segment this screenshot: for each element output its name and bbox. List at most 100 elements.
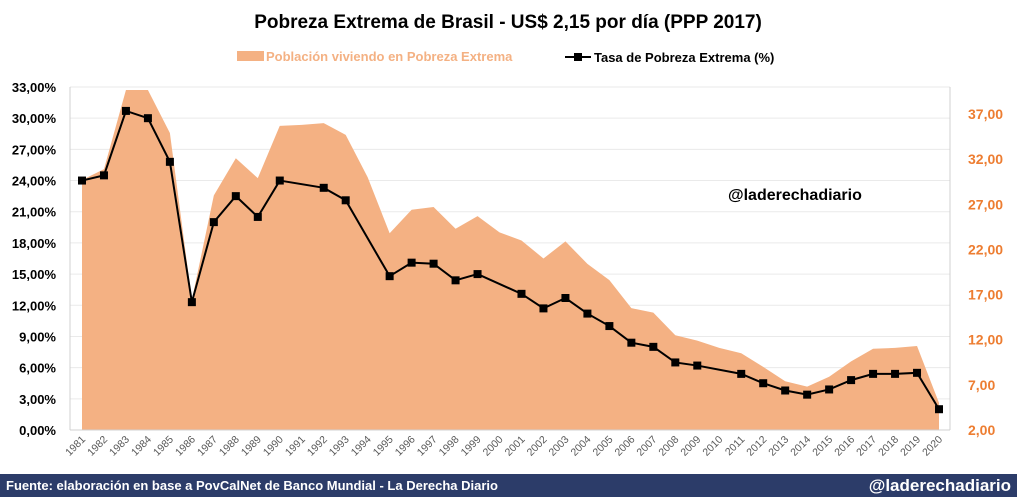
x-tick-label: 2013 [766, 434, 791, 459]
y-right-tick-label: 2,00 [968, 422, 995, 438]
line-marker [275, 176, 284, 185]
line-marker [319, 183, 328, 192]
legend-area-label: Población viviendo en Pobreza Extrema [266, 49, 513, 64]
line-marker [605, 322, 614, 331]
x-tick-label: 1984 [129, 434, 154, 459]
footer-handle: @laderechadiario [868, 476, 1011, 495]
line-marker [847, 376, 856, 385]
x-tick-label: 2019 [898, 434, 923, 459]
chart-title: Pobreza Extrema de Brasil - US$ 2,15 por… [254, 12, 762, 33]
x-tick-label: 1985 [151, 434, 176, 459]
x-tick-label: 1993 [327, 434, 352, 459]
y-left-tick-label: 6,00% [19, 361, 56, 376]
line-marker [473, 270, 482, 279]
line-marker [385, 272, 394, 281]
y-left-tick-label: 12,00% [12, 298, 57, 313]
x-tick-label: 2001 [503, 434, 528, 459]
x-tick-label: 2011 [723, 434, 748, 459]
line-marker [209, 218, 218, 227]
line-marker [627, 338, 636, 347]
line-marker [143, 114, 152, 123]
x-tick-label: 2005 [591, 434, 616, 459]
y-left-tick-label: 30,00% [12, 111, 57, 126]
x-tick-label: 2007 [634, 434, 659, 459]
x-tick-label: 2010 [700, 434, 725, 459]
line-marker [561, 293, 570, 302]
line-marker [803, 390, 812, 399]
line-marker [737, 369, 746, 378]
y-right-tick-label: 32,00 [968, 151, 1003, 167]
x-tick-label: 2020 [920, 434, 945, 459]
line-marker [913, 368, 922, 377]
x-tick-label: 1987 [195, 434, 220, 459]
x-tick-label: 1994 [349, 434, 374, 459]
legend-line-label: Tasa de Pobreza Extrema (%) [594, 50, 774, 65]
line-marker [121, 106, 130, 115]
x-tick-label: 1995 [371, 434, 396, 459]
x-tick-label: 2006 [612, 434, 637, 459]
x-tick-label: 2016 [832, 434, 857, 459]
x-tick-label: 1982 [85, 434, 110, 459]
y-right-tick-label: 37,00 [968, 106, 1003, 122]
x-tick-label: 1986 [173, 434, 198, 459]
y-left-tick-label: 0,00% [19, 423, 56, 438]
y-right-tick-label: 7,00 [968, 377, 995, 393]
y-right-tick-label: 17,00 [968, 287, 1003, 303]
x-tick-label: 1996 [393, 434, 418, 459]
chart: Pobreza Extrema de Brasil - US$ 2,15 por… [12, 12, 1003, 459]
line-marker [759, 379, 768, 388]
line-marker [165, 157, 174, 166]
footer-bar: Fuente: elaboración en base a PovCalNet … [0, 474, 1017, 497]
line-marker [451, 276, 460, 285]
line-marker [781, 386, 790, 395]
x-tick-label: 2004 [569, 434, 594, 459]
y-left-tick-label: 18,00% [12, 236, 57, 251]
x-tick-label: 2002 [525, 434, 550, 459]
line-marker [891, 369, 900, 378]
x-tick-label: 1990 [261, 434, 286, 459]
x-tick-label: 2015 [810, 434, 835, 459]
line-marker [341, 196, 350, 205]
line-marker [99, 171, 108, 180]
line-marker [429, 259, 438, 268]
x-tick-label: 1999 [459, 434, 484, 459]
line-marker [693, 361, 702, 370]
y-left-tick-label: 27,00% [12, 142, 57, 157]
x-tick-label: 1991 [283, 434, 308, 459]
line-marker [253, 212, 262, 221]
x-tick-label: 1992 [305, 434, 330, 459]
x-tick-label: 2003 [547, 434, 572, 459]
line-marker [671, 358, 680, 367]
x-tick-label: 2000 [481, 434, 506, 459]
line-marker [231, 192, 240, 201]
x-tick-label: 1983 [107, 434, 132, 459]
line-marker [517, 289, 526, 298]
x-tick-label: 2014 [788, 434, 813, 459]
y-right-tick-label: 27,00 [968, 196, 1003, 212]
line-marker [407, 258, 416, 267]
y-left-tick-label: 33,00% [12, 80, 57, 95]
y-left-tick-label: 3,00% [19, 392, 56, 407]
watermark: @laderechadiario [728, 187, 862, 204]
y-right-tick-label: 22,00 [968, 241, 1003, 257]
x-tick-label: 1989 [239, 434, 264, 459]
legend-area-swatch [237, 51, 264, 61]
x-tick-label: 2009 [678, 434, 703, 459]
x-tick-label: 2012 [744, 434, 769, 459]
x-tick-label: 2018 [876, 434, 901, 459]
x-tick-label: 1988 [217, 434, 242, 459]
y-left-tick-label: 21,00% [12, 205, 57, 220]
x-tick-label: 2017 [854, 434, 879, 459]
legend-line-marker [574, 53, 582, 61]
x-tick-label: 1998 [437, 434, 462, 459]
y-left-tick-label: 24,00% [12, 174, 57, 189]
line-marker [869, 369, 878, 378]
line-marker [78, 176, 86, 185]
y-left-tick-label: 9,00% [19, 329, 56, 344]
legend: Población viviendo en Pobreza Extrema Ta… [237, 49, 774, 65]
area-series-poblacion [82, 90, 939, 430]
line-marker [649, 342, 658, 351]
footer-source: Fuente: elaboración en base a PovCalNet … [6, 478, 498, 493]
line-marker [583, 309, 592, 318]
line-marker [187, 298, 196, 307]
